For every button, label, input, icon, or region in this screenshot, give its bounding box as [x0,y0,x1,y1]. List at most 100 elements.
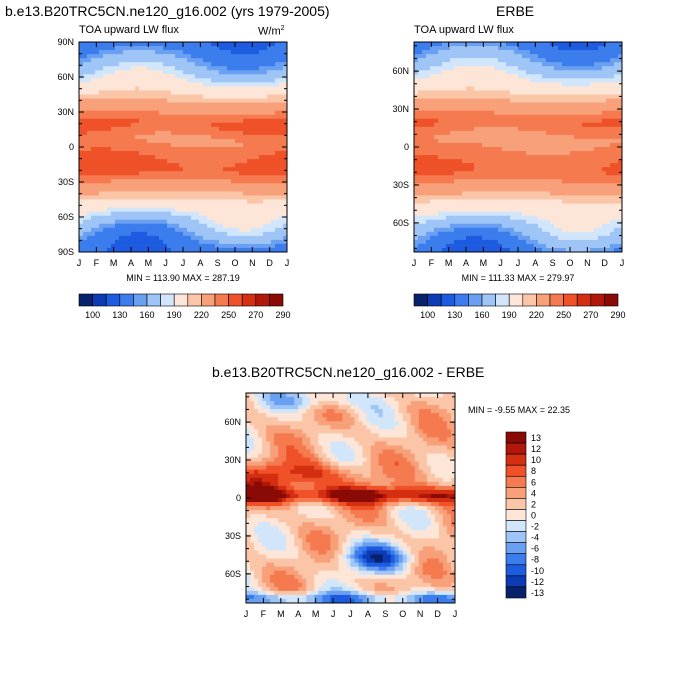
panel1-cell [135,235,140,241]
panel2-cell [498,179,503,184]
panel2-cell [586,118,591,124]
panel1-cell [135,122,140,128]
panel1-cell [139,187,144,192]
panel1-cell [87,58,92,63]
panel1-cell [191,243,196,249]
panel1-cell [127,130,132,136]
panel1-cell [203,195,208,200]
panel1-cell [155,94,160,99]
panel2-cell [582,134,587,140]
panel1-cell [155,130,160,136]
panel1-cell [147,155,152,160]
panel1-cell [259,163,264,168]
panel1-cell [119,50,124,55]
panel1-cell [263,78,268,83]
panel1-cell [191,122,196,128]
panel1-cell [135,151,140,156]
panel2-cell [430,138,435,144]
panel2-cell [514,203,519,208]
panel2-cell [522,102,527,108]
panel1-cell [283,151,288,156]
panel1-cell [91,102,96,108]
panel1-cell [263,130,268,136]
panel2-cell [566,142,571,148]
panel1-cell [175,66,180,71]
panel1-cell [215,86,220,91]
panel1-cell [127,167,132,172]
panel1-cell [227,110,232,116]
panel1-cell [91,58,96,63]
panel1-cell [159,130,164,136]
panel1-cell [131,191,136,196]
panel1-cell [235,50,240,55]
panel2-cell [550,126,555,132]
panel2-cell [490,50,495,55]
panel2-cell [606,118,611,124]
panel1-cell [151,130,156,136]
panel2-cell [546,191,551,196]
panel1-cell [91,134,96,140]
panel1-cell [155,122,160,128]
panel1-cell [227,195,232,200]
panel1-cell [111,223,116,229]
panel1-cell [227,207,232,213]
panel2-cell [542,183,547,188]
panel2-cell [558,142,563,148]
panel1-cell [103,122,108,128]
panel2-cell [494,66,499,71]
panel1-cell [207,42,212,47]
panel2-cell [522,110,527,116]
panel2-cell [422,159,427,164]
panel1-cell [211,199,216,204]
panel1-cell [263,163,268,168]
panel2-cell [450,118,455,124]
panel2-cell [558,159,563,164]
panel1-cell [179,74,184,79]
panel1-cell [131,215,136,221]
panel2-cell [434,126,439,132]
panel1-cell [131,74,136,79]
panel2-cell [430,42,435,47]
panel1-cell [203,122,208,128]
panel2-cell [446,70,451,75]
panel1-cell [227,138,232,144]
panel2-cell [606,179,611,184]
panel2-cell [554,78,559,83]
panel2-cell [582,90,587,95]
panel1-cell [275,134,280,140]
panel1-cell [247,114,252,120]
panel1-cell [187,167,192,172]
panel2-cell [546,114,551,120]
panel2-cell [546,70,551,75]
panel1-cell [267,159,272,164]
panel1-cell [235,78,240,83]
panel2-cell [578,94,583,99]
panel1-cell [175,183,180,188]
panel2-cell [482,171,487,176]
panel1-cell [167,223,172,229]
panel1-cell [179,167,184,172]
panel1-cell [95,66,100,71]
panel2-cell [506,90,511,95]
panel2-cell [514,78,519,83]
panel1-cell [83,175,88,180]
panel1-cell [83,42,88,47]
panel2-cell [610,66,615,71]
panel1-cell [147,235,152,241]
panel1-cell [239,98,244,103]
panel1-cell [83,163,88,168]
panel2-cell [614,70,619,75]
panel2-cell [574,171,579,176]
panel2-cell [434,163,439,168]
panel1-cell [251,183,256,188]
panel1-cell [227,82,232,87]
panel1-cell [95,50,100,55]
panel2-cell [514,46,519,51]
panel2-cell [506,195,511,200]
panel1-cell [215,239,220,245]
panel1-cell [147,90,152,95]
panel1-cell [283,247,288,253]
panel2-cell [570,122,575,128]
panel2-cell [430,106,435,112]
panel1-cell [175,46,180,51]
